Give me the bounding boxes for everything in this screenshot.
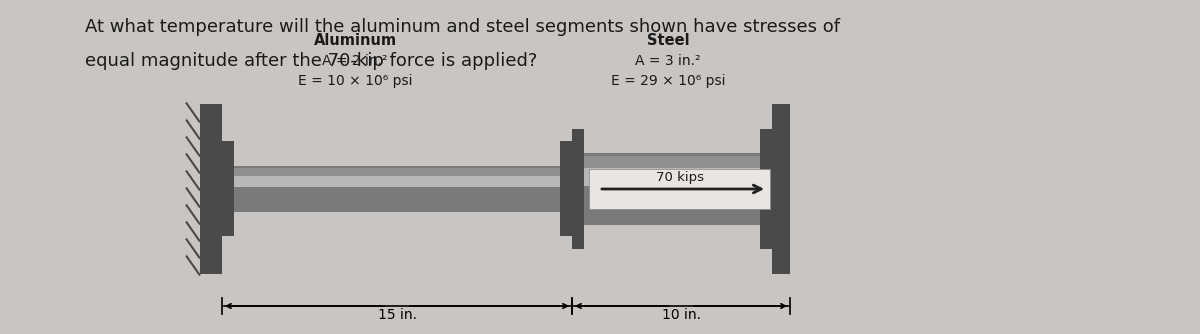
Bar — [222, 168, 572, 176]
Text: E = 10 × 10⁶ psi: E = 10 × 10⁶ psi — [298, 74, 413, 88]
Text: A = 3 in.²: A = 3 in.² — [635, 54, 701, 68]
Bar — [222, 166, 572, 212]
Bar — [572, 158, 772, 186]
Bar — [572, 153, 772, 225]
Bar — [200, 104, 222, 274]
Bar — [222, 141, 234, 236]
Text: A = 2 in.²: A = 2 in.² — [323, 54, 388, 68]
Bar — [760, 129, 772, 249]
Text: equal magnitude after the 70-kip force is applied?: equal magnitude after the 70-kip force i… — [85, 52, 538, 70]
Bar — [572, 156, 772, 168]
Bar — [589, 169, 770, 209]
Text: Aluminum: Aluminum — [313, 33, 396, 48]
Bar — [772, 104, 790, 274]
Text: 15 in.: 15 in. — [378, 308, 416, 322]
Text: Steel: Steel — [647, 33, 689, 48]
Text: At what temperature will the aluminum and steel segments shown have stresses of: At what temperature will the aluminum an… — [85, 18, 840, 36]
Text: 10 in.: 10 in. — [661, 308, 701, 322]
Text: E = 29 × 10⁶ psi: E = 29 × 10⁶ psi — [611, 74, 725, 88]
Bar — [222, 168, 572, 187]
Text: 70 kips: 70 kips — [655, 171, 703, 184]
Bar — [560, 141, 572, 236]
Bar — [572, 129, 584, 249]
